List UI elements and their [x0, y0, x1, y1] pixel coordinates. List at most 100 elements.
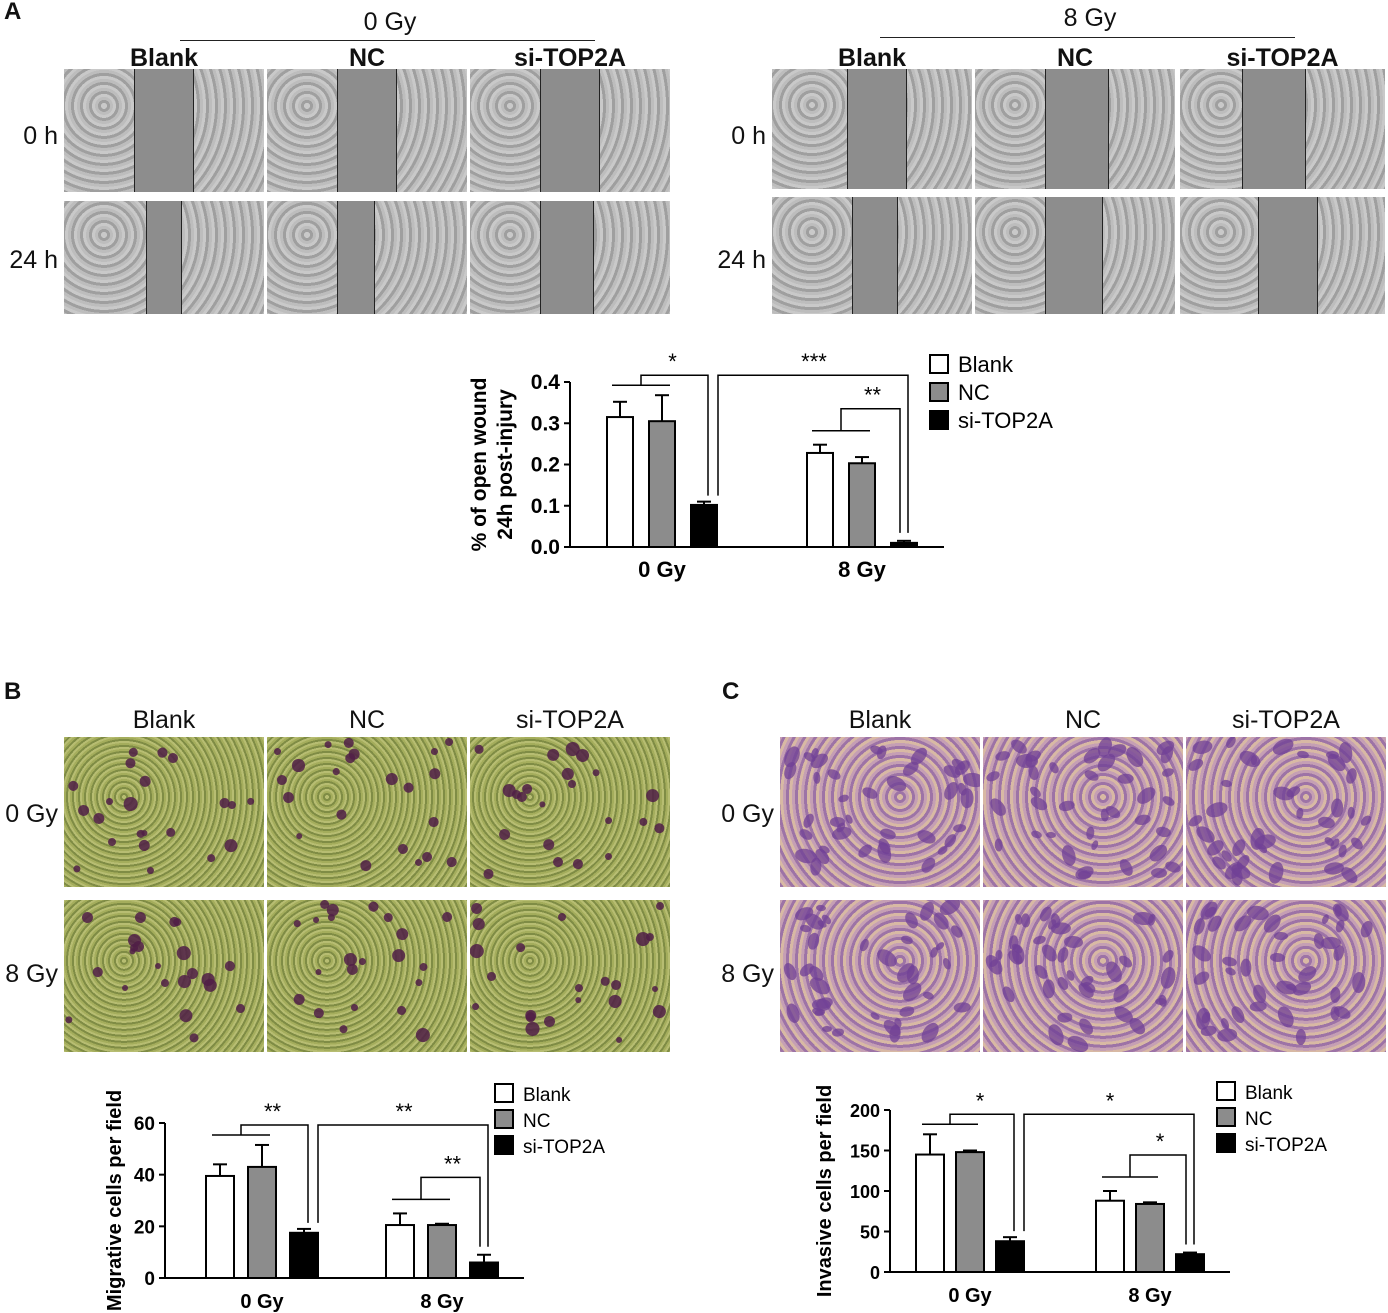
stained-cell — [473, 743, 486, 756]
stained-cell — [412, 1025, 433, 1045]
bar — [848, 462, 876, 548]
stained-cell — [1229, 1003, 1248, 1025]
stained-cell — [1334, 918, 1346, 934]
stained-cell — [952, 822, 967, 833]
stained-cell — [393, 925, 411, 943]
stained-cell — [292, 759, 305, 772]
row-label-24h: 24 h — [717, 246, 766, 274]
y-axis-label: Migrative cells per field — [104, 1090, 126, 1311]
micrograph-transwell — [780, 737, 980, 887]
stained-cell — [414, 978, 424, 988]
y-tick-label: 60 — [134, 1114, 155, 1135]
stained-cell — [953, 1000, 971, 1013]
legend-label: si-TOP2A — [523, 1137, 605, 1158]
stained-cell — [1160, 947, 1176, 965]
stained-cell — [993, 838, 1003, 853]
stained-cell — [599, 975, 612, 988]
stained-cell — [1347, 806, 1356, 819]
stained-cell — [868, 1010, 881, 1022]
stained-cell — [1273, 931, 1288, 941]
stained-cell — [999, 984, 1017, 1004]
stained-cell — [784, 1001, 802, 1024]
stained-cell — [357, 858, 374, 874]
y-axis-label: Invasive cells per field — [814, 1085, 836, 1297]
micrograph-transwell — [64, 900, 264, 1052]
stained-cell — [1320, 913, 1331, 926]
stained-cell — [91, 964, 105, 979]
stained-cell — [933, 940, 946, 952]
stained-cell — [1240, 958, 1252, 977]
stained-cell — [326, 903, 339, 916]
stained-cell — [860, 785, 879, 802]
stained-cell — [128, 746, 139, 758]
x-tick-label: 0 Gy — [638, 557, 686, 582]
y-tick-label: 0.1 — [531, 495, 561, 518]
col-header-nc: NC — [1064, 706, 1102, 734]
legend-label: Blank — [1245, 1083, 1293, 1104]
stained-cell — [93, 812, 106, 825]
significance-label: * — [668, 349, 677, 374]
significance-bracket — [420, 1176, 481, 1247]
stained-cell — [221, 836, 240, 855]
stained-cell — [176, 1006, 196, 1026]
stained-cell — [855, 841, 875, 861]
y-tick-label: 0.4 — [531, 371, 561, 394]
stained-cell — [1064, 1032, 1091, 1052]
stained-cell — [418, 963, 428, 973]
micrograph-transwell — [1186, 900, 1386, 1052]
stained-cell — [645, 787, 661, 804]
stained-cell — [1331, 797, 1344, 817]
legend-swatch — [1216, 1081, 1236, 1101]
stained-cell — [1110, 981, 1132, 1005]
stained-cell — [1186, 756, 1205, 774]
stained-cell — [483, 868, 495, 880]
stained-cell — [440, 910, 455, 925]
bar — [915, 1153, 945, 1273]
stained-cell — [1269, 737, 1297, 758]
stained-cell — [874, 945, 901, 970]
micrograph-scratch — [975, 197, 1175, 314]
stained-cell — [1329, 986, 1341, 1004]
significance-bracket — [640, 374, 709, 496]
micrograph-scratch — [470, 69, 670, 192]
stained-cell — [821, 1025, 832, 1033]
micrograph-scratch — [975, 69, 1175, 189]
stained-cell — [985, 769, 1002, 784]
legend-swatch — [929, 354, 949, 374]
stained-cell — [383, 771, 400, 788]
stained-cell — [650, 1002, 669, 1021]
group-line-0gy — [180, 40, 595, 41]
stained-cell — [104, 797, 114, 807]
stained-cell — [615, 1035, 624, 1045]
stained-cell — [1065, 968, 1076, 982]
bar — [806, 451, 834, 548]
stained-cell — [471, 1001, 481, 1012]
stained-cell — [223, 959, 236, 972]
y-tick-label: 0.2 — [531, 454, 560, 477]
stained-cell — [1026, 755, 1033, 767]
significance-bracket — [1023, 1113, 1195, 1245]
col-header-blank: Blank — [129, 44, 199, 72]
bar — [289, 1231, 319, 1280]
stained-cell — [1134, 813, 1153, 827]
stained-cell — [1127, 1015, 1149, 1037]
y-tick-label: 0.0 — [531, 536, 560, 559]
stained-cell — [843, 813, 855, 825]
micrograph-scratch — [772, 197, 972, 314]
legend-label: Blank — [958, 352, 1014, 377]
stained-cell — [1358, 919, 1375, 940]
stained-cell — [780, 961, 799, 983]
stained-cell — [337, 1023, 349, 1036]
y-tick-label: 0.3 — [531, 412, 560, 435]
significance-label: ** — [864, 383, 882, 408]
stained-cell — [1337, 844, 1348, 859]
stained-cell — [524, 1019, 543, 1038]
micrograph-scratch — [1180, 69, 1385, 189]
stained-cell — [322, 740, 333, 750]
stained-cell — [1085, 826, 1096, 840]
stained-cell — [138, 773, 154, 789]
legend-swatch — [1216, 1133, 1236, 1153]
stained-cell — [1117, 856, 1136, 879]
stained-cell — [1090, 839, 1100, 851]
stained-cell — [1338, 863, 1361, 886]
